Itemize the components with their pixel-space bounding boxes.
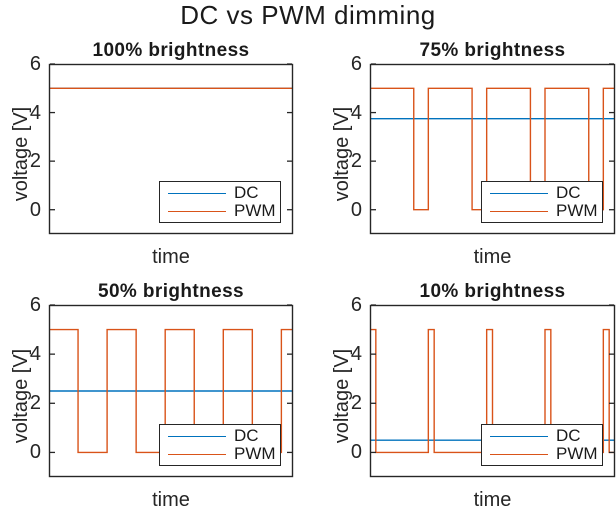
legend-entry-dc: DC (482, 427, 602, 445)
legend-label-pwm: PWM (234, 444, 276, 463)
legend-line-sample-pwm (168, 453, 226, 455)
y-tick-label: 4 (29, 343, 41, 366)
figure-title: DC vs PWM dimming (180, 0, 436, 30)
legend-entry-pwm: PWM (160, 445, 280, 463)
legend-label-dc: DC (234, 183, 259, 202)
y-tick-label: 4 (350, 343, 362, 366)
legend-entry-dc: DC (160, 184, 280, 202)
y-tick-label: 2 (29, 150, 41, 173)
legend: DC PWM (481, 181, 603, 223)
legend: DC PWM (159, 181, 281, 223)
y-tick-label: 2 (29, 392, 41, 415)
legend-label-pwm: PWM (556, 201, 598, 220)
subplot-title: 100% brightness (92, 40, 250, 61)
y-tick-label: 0 (29, 198, 41, 221)
legend-line-sample-dc (490, 192, 548, 194)
legend-entry-pwm: PWM (482, 202, 602, 220)
y-tick-label: 6 (29, 294, 41, 316)
x-axis-label: time (152, 489, 190, 511)
plot-canvas (48, 63, 294, 235)
legend-line-sample-pwm (168, 210, 226, 212)
axes-box (369, 304, 616, 478)
y-tick-label: 0 (350, 198, 362, 221)
y-tick-label: 2 (350, 150, 362, 173)
y-tick-label: 0 (29, 441, 41, 464)
legend-entry-dc: DC (482, 184, 602, 202)
subplot-title: 50% brightness (97, 281, 245, 302)
x-axis-label: time (473, 489, 512, 511)
legend-entry-dc: DC (160, 427, 280, 445)
x-axis-label: time (152, 246, 190, 268)
legend-entry-pwm: PWM (160, 202, 280, 220)
legend-label-dc: DC (234, 426, 259, 445)
legend-label-pwm: PWM (234, 201, 276, 220)
legend-label-dc: DC (556, 183, 581, 202)
axes-box (369, 63, 616, 235)
legend-entry-pwm: PWM (482, 445, 602, 463)
y-tick-label: 4 (350, 101, 362, 124)
subplot-title: 10% brightness (419, 281, 566, 302)
y-tick-label: 6 (350, 53, 362, 75)
legend-line-sample-dc (168, 192, 226, 194)
series-line-pwm (370, 328, 615, 454)
y-tick-label: 0 (350, 441, 362, 464)
legend: DC PWM (159, 424, 281, 466)
subplot-title: 75% brightness (419, 40, 566, 61)
legend-label-dc: DC (556, 426, 581, 445)
y-tick-label: 4 (29, 101, 41, 124)
legend-label-pwm: PWM (556, 444, 598, 463)
x-axis-label: time (473, 246, 512, 268)
legend: DC PWM (481, 424, 603, 466)
axes-box (48, 63, 294, 235)
legend-line-sample-dc (168, 435, 226, 437)
y-tick-label: 6 (350, 294, 362, 316)
y-tick-label: 6 (29, 53, 41, 75)
axes-box (48, 304, 294, 478)
legend-line-sample-pwm (490, 453, 548, 455)
legend-line-sample-pwm (490, 210, 548, 212)
legend-line-sample-dc (490, 435, 548, 437)
y-tick-label: 2 (350, 392, 362, 415)
